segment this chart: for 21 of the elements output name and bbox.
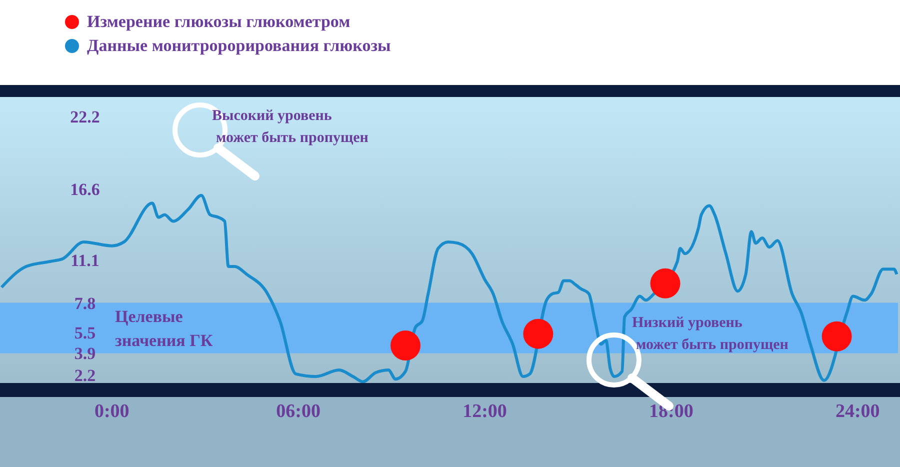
y-tick-label: 16.6 (70, 180, 100, 199)
point (523, 318, 554, 349)
band-label: Целевые значения ГК (115, 307, 214, 350)
y-tick-label: 22.2 (70, 107, 100, 126)
x-tick-label: 12:00 (462, 401, 507, 422)
y-tick-label: 3.9 (74, 344, 96, 364)
x-tick-label: 0:00 (94, 401, 130, 422)
legend-label: Данные монитророрирования глюкозы (87, 36, 391, 56)
point (822, 321, 852, 352)
y-tick-label: 2.2 (74, 366, 96, 386)
annotation: Низкий уровень может быть пропущен (632, 315, 789, 353)
point (650, 268, 680, 298)
y-tick-label: 5.5 (74, 324, 96, 343)
x-tick-label: 06:00 (276, 401, 320, 422)
x-tick-label: 24:00 (835, 401, 880, 422)
y-tick-label: 11.1 (70, 251, 100, 270)
y-tick-label: 7.8 (74, 294, 96, 313)
point (390, 330, 420, 360)
annotation: Высокий уровень может быть пропущен (212, 108, 369, 146)
line-series (0, 194, 898, 383)
legend-label: Измерение глюкозы глюкометром (87, 12, 350, 32)
